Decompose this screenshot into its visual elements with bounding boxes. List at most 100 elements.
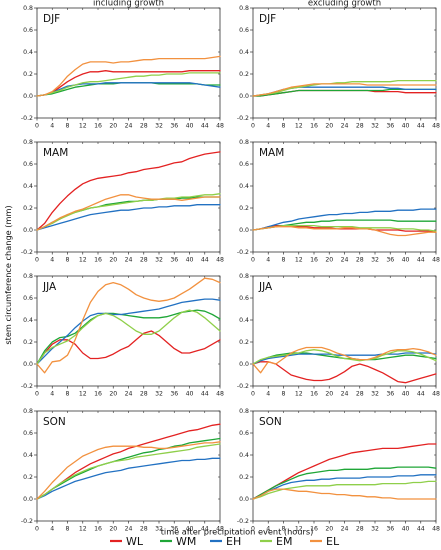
x-tick-label: 44 — [417, 123, 425, 130]
x-tick-label: 20 — [325, 391, 333, 398]
x-tick-label: 24 — [125, 257, 133, 264]
panel-djf-excluding: -0.20.00.20.40.60.80 4 8 12 16 20 24 28 32 36 40 44… — [237, 5, 440, 129]
series-line-wm — [36, 82, 221, 97]
y-tick-label: -0.2 — [237, 518, 249, 525]
y-tick-label: 0.0 — [23, 93, 33, 100]
y-tick-label: 0.6 — [23, 430, 33, 437]
legend-label-eh: EH — [226, 535, 241, 548]
x-tick-label: 36 — [170, 526, 178, 533]
y-tick-label: 0.2 — [239, 474, 249, 481]
y-tick-label: 0.6 — [23, 27, 33, 34]
x-tick-label: 44 — [201, 123, 209, 130]
x-tick-label: 24 — [341, 391, 349, 398]
x-tick-label: 32 — [155, 257, 163, 264]
x-tick-label: 48 — [216, 123, 224, 130]
x-tick-label: 48 — [432, 391, 440, 398]
y-tick-label: 0.8 — [239, 139, 249, 146]
x-tick-label: 20 — [109, 123, 117, 130]
x-tick-label: 48 — [216, 391, 224, 398]
panel-jja-including: -0.20.00.20.40.60.80 4 8 12 16 20 24 28 32 36 40 44… — [21, 273, 224, 397]
y-tick-label: 0.8 — [239, 273, 249, 280]
y-tick-label: -0.2 — [237, 249, 249, 256]
x-tick-label: 40 — [186, 257, 194, 264]
x-tick-label: 32 — [371, 123, 379, 130]
series-line-el — [36, 55, 221, 97]
y-tick-label: -0.2 — [237, 115, 249, 122]
x-tick-label: 8 — [66, 257, 70, 264]
x-tick-label: 28 — [356, 526, 364, 533]
x-tick-label: 36 — [386, 123, 394, 130]
x-tick-label: 0 — [251, 257, 255, 264]
y-tick-label: 0.4 — [23, 183, 33, 190]
series-line-el — [36, 194, 221, 231]
y-tick-label: -0.2 — [237, 383, 249, 390]
x-tick-label: 40 — [402, 257, 410, 264]
x-tick-label: 12 — [295, 391, 303, 398]
x-tick-label: 24 — [341, 257, 349, 264]
y-axis-title: stem circumference change (mm) — [3, 205, 13, 344]
x-tick-label: 44 — [417, 526, 425, 533]
panel-son-including: -0.20.00.20.40.60.80 4 8 12 16 20 24 28 32 36 40 44… — [21, 408, 224, 532]
y-tick-label: 0.2 — [23, 339, 33, 346]
series-line-wl — [36, 70, 221, 97]
x-tick-label: 0 — [35, 526, 39, 533]
x-tick-label: 16 — [310, 123, 318, 130]
series-line-wl — [36, 151, 221, 231]
series-line-eh — [36, 82, 221, 97]
x-tick-label: 28 — [140, 391, 148, 398]
x-tick-label: 32 — [371, 257, 379, 264]
x-tick-label: 8 — [282, 391, 286, 398]
y-tick-label: -0.2 — [21, 383, 33, 390]
x-tick-label: 24 — [125, 123, 133, 130]
series-line-el — [36, 441, 221, 500]
x-tick-label: 16 — [310, 391, 318, 398]
x-tick-label: 20 — [325, 526, 333, 533]
x-tick-label: 4 — [50, 257, 54, 264]
x-tick-label: 32 — [371, 391, 379, 398]
y-tick-label: 0.0 — [239, 496, 249, 503]
x-tick-label: 8 — [66, 123, 70, 130]
series-line-em — [36, 193, 221, 231]
y-tick-label: 0.6 — [239, 295, 249, 302]
series-line-em — [36, 72, 221, 97]
series-line-el — [36, 277, 221, 374]
x-tick-label: 16 — [310, 257, 318, 264]
season-label: MAM — [43, 147, 68, 159]
series-line-em — [252, 349, 437, 365]
y-tick-label: -0.2 — [21, 249, 33, 256]
series-line-eh — [252, 208, 437, 231]
series-line-em — [36, 443, 221, 500]
x-tick-label: 40 — [402, 526, 410, 533]
x-tick-label: 32 — [155, 391, 163, 398]
legend-label-wm: WM — [176, 535, 196, 548]
series-line-wm — [36, 437, 221, 500]
x-tick-label: 20 — [325, 123, 333, 130]
x-tick-label: 0 — [35, 123, 39, 130]
y-tick-label: 0.6 — [239, 27, 249, 34]
x-tick-label: 4 — [266, 526, 270, 533]
legend-label-em: EM — [276, 535, 292, 548]
x-tick-label: 0 — [35, 391, 39, 398]
x-tick-label: 0 — [251, 526, 255, 533]
x-tick-label: 8 — [282, 123, 286, 130]
y-tick-label: 0.4 — [23, 49, 33, 56]
series-line-eh — [36, 298, 221, 365]
x-tick-label: 44 — [201, 391, 209, 398]
x-tick-label: 8 — [282, 257, 286, 264]
x-tick-label: 48 — [216, 257, 224, 264]
series-line-wm — [36, 309, 221, 365]
y-tick-label: 0.6 — [23, 161, 33, 168]
x-tick-label: 24 — [125, 526, 133, 533]
y-tick-label: 0.2 — [239, 71, 249, 78]
x-tick-label: 28 — [140, 257, 148, 264]
x-tick-label: 28 — [140, 526, 148, 533]
x-tick-label: 4 — [266, 391, 270, 398]
x-tick-label: 40 — [186, 391, 194, 398]
series-line-el — [252, 346, 437, 374]
y-tick-label: 0.4 — [239, 49, 249, 56]
x-tick-label: 12 — [79, 123, 87, 130]
x-tick-label: 36 — [170, 257, 178, 264]
x-tick-label: 40 — [186, 526, 194, 533]
x-tick-label: 44 — [417, 391, 425, 398]
x-tick-label: 48 — [432, 257, 440, 264]
